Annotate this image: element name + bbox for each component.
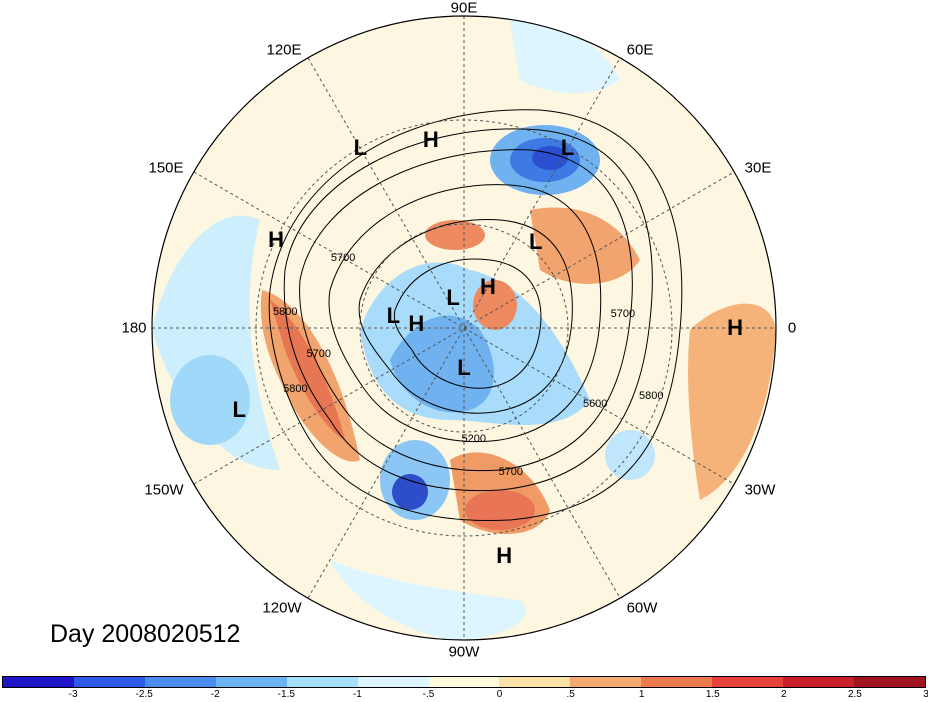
lon-label-30e: 30E [744, 159, 772, 177]
low-pressure-label: L [529, 229, 543, 255]
colorbar-swatch [641, 677, 713, 687]
colorbar-tick-label: -1.5 [277, 689, 295, 700]
low-pressure-label: L [446, 285, 460, 311]
colorbar-tick-label: -2 [210, 689, 220, 700]
colorbar [2, 676, 926, 688]
low-pressure-label: L [457, 354, 471, 380]
colorbar-tick-label: -.5 [422, 689, 435, 700]
contour-label: 5800 [283, 383, 308, 396]
high-pressure-label: H [408, 310, 425, 336]
high-pressure-label: H [268, 227, 285, 253]
colorbar-tick-label: -2.5 [135, 689, 153, 700]
high-pressure-label: H [479, 273, 496, 299]
colorbar-swatch [499, 677, 571, 687]
colorbar-swatch [570, 677, 642, 687]
colorbar-swatch [3, 677, 74, 687]
colorbar-tick-label: 3 [923, 689, 928, 700]
lon-label-90w: 90W [448, 643, 480, 661]
high-pressure-label: H [422, 126, 439, 152]
contour-label: 5800 [273, 306, 298, 319]
colorbar-tick-label: 2.5 [847, 689, 862, 700]
lon-label-120e: 120E [266, 41, 302, 59]
contour-label: 5700 [306, 347, 331, 360]
colorbar-tick-label: -1 [352, 689, 362, 700]
colorbar-swatch [73, 677, 145, 687]
date-label: Day 2008020512 [50, 620, 241, 648]
colorbar-swatch [357, 677, 429, 687]
colorbar-tick-label: 1.5 [705, 689, 720, 700]
colorbar-tick-label: 1 [638, 689, 645, 700]
lon-label-60e: 60E [626, 41, 654, 59]
low-pressure-label: L [560, 135, 575, 161]
lon-label-30w: 30W [744, 481, 776, 499]
contour-label: 5200 [461, 433, 486, 446]
lon-label-90e: 90E [450, 0, 478, 17]
lon-label-60w: 60W [626, 599, 658, 617]
low-pressure-label: L [353, 135, 368, 161]
high-pressure-label: H [496, 542, 513, 568]
low-pressure-label: L [232, 396, 246, 422]
colorbar-tick-label: 0 [496, 689, 503, 700]
colorbar-swatch [783, 677, 855, 687]
graticule [152, 16, 776, 640]
height-contours [268, 109, 683, 522]
lon-label-150w: 150W [144, 481, 184, 499]
low-pressure-label: L [386, 302, 401, 328]
colorbar-swatch [712, 677, 784, 687]
contour-label: 5800 [639, 390, 664, 403]
lon-label-120w: 120W [262, 599, 302, 617]
colorbar-tick-label: -3 [68, 689, 78, 700]
lon-label-180: 180 [121, 319, 147, 337]
high-pressure-label: H [727, 315, 744, 340]
contour-label: 5700 [498, 466, 524, 479]
colorbar-tick-label: 2 [781, 689, 787, 700]
contour-label: 5700 [610, 308, 636, 321]
colorbar-tick-label: .5 [566, 689, 575, 700]
colorbar-swatch [286, 677, 358, 687]
colorbar-swatch [144, 677, 216, 687]
lon-label-0: 0 [787, 319, 797, 337]
map-border [151, 15, 777, 641]
contour-label: 5600 [582, 397, 608, 410]
colorbar-swatch [428, 677, 500, 687]
colorbar-swatch [854, 677, 925, 687]
colorbar-swatch [215, 677, 287, 687]
contour-label: 5700 [330, 252, 356, 265]
lon-label-150e: 150E [148, 159, 184, 177]
